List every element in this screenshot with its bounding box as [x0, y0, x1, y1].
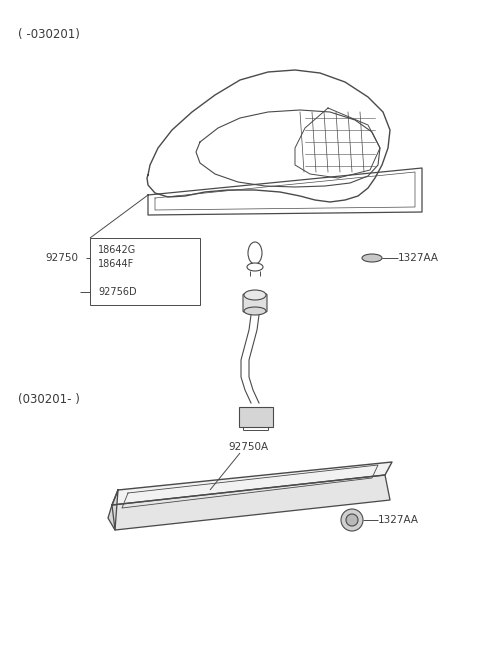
- Polygon shape: [112, 462, 392, 505]
- Text: 18644F: 18644F: [98, 259, 134, 269]
- Ellipse shape: [244, 307, 266, 315]
- Text: 92750A: 92750A: [228, 442, 268, 452]
- Polygon shape: [108, 490, 118, 530]
- Ellipse shape: [341, 509, 363, 531]
- Text: ( -030201): ( -030201): [18, 28, 80, 41]
- Ellipse shape: [248, 242, 262, 264]
- Text: 92756D: 92756D: [98, 287, 137, 297]
- Text: 92750: 92750: [45, 253, 78, 263]
- Text: 1327AA: 1327AA: [378, 515, 419, 525]
- Ellipse shape: [362, 254, 382, 262]
- FancyBboxPatch shape: [243, 294, 267, 312]
- Ellipse shape: [247, 263, 263, 271]
- Ellipse shape: [346, 514, 358, 526]
- Polygon shape: [112, 475, 390, 530]
- Bar: [90, 238, 200, 305]
- Text: 1327AA: 1327AA: [398, 253, 439, 263]
- Text: 18642G: 18642G: [98, 245, 136, 255]
- FancyBboxPatch shape: [239, 407, 273, 427]
- Text: (030201- ): (030201- ): [18, 393, 80, 406]
- Ellipse shape: [244, 290, 266, 300]
